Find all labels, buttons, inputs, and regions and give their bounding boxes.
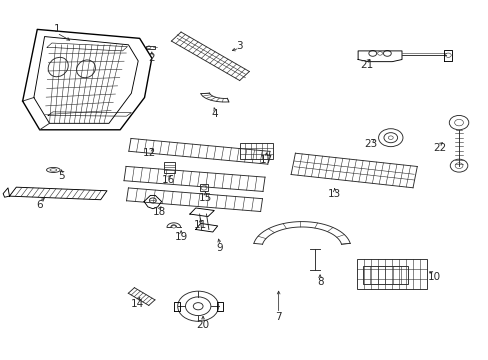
Text: 8: 8 <box>316 277 323 287</box>
Text: 16: 16 <box>162 175 175 185</box>
Text: 13: 13 <box>327 189 341 199</box>
Text: 21: 21 <box>359 60 372 70</box>
Text: 22: 22 <box>432 143 445 153</box>
Text: 19: 19 <box>174 232 187 242</box>
Text: 23: 23 <box>364 139 377 149</box>
Text: 15: 15 <box>199 193 212 203</box>
Text: 9: 9 <box>216 243 223 253</box>
Text: 1: 1 <box>53 24 60 35</box>
Bar <box>239 143 272 159</box>
Text: 18: 18 <box>152 207 165 217</box>
Bar <box>163 162 174 173</box>
Text: 17: 17 <box>259 155 272 165</box>
Text: 12: 12 <box>142 148 156 158</box>
Text: 4: 4 <box>211 109 218 119</box>
Text: 14: 14 <box>130 299 143 309</box>
Bar <box>146 45 155 49</box>
Text: 20: 20 <box>196 320 209 330</box>
Text: 10: 10 <box>427 272 440 282</box>
Bar <box>362 266 407 284</box>
Text: 6: 6 <box>36 200 43 210</box>
Bar <box>199 184 208 192</box>
Text: 5: 5 <box>58 171 65 181</box>
Bar <box>356 259 427 289</box>
Text: 2: 2 <box>148 53 155 63</box>
Text: 7: 7 <box>275 312 282 322</box>
Text: 11: 11 <box>194 220 207 230</box>
Text: 3: 3 <box>236 41 243 50</box>
